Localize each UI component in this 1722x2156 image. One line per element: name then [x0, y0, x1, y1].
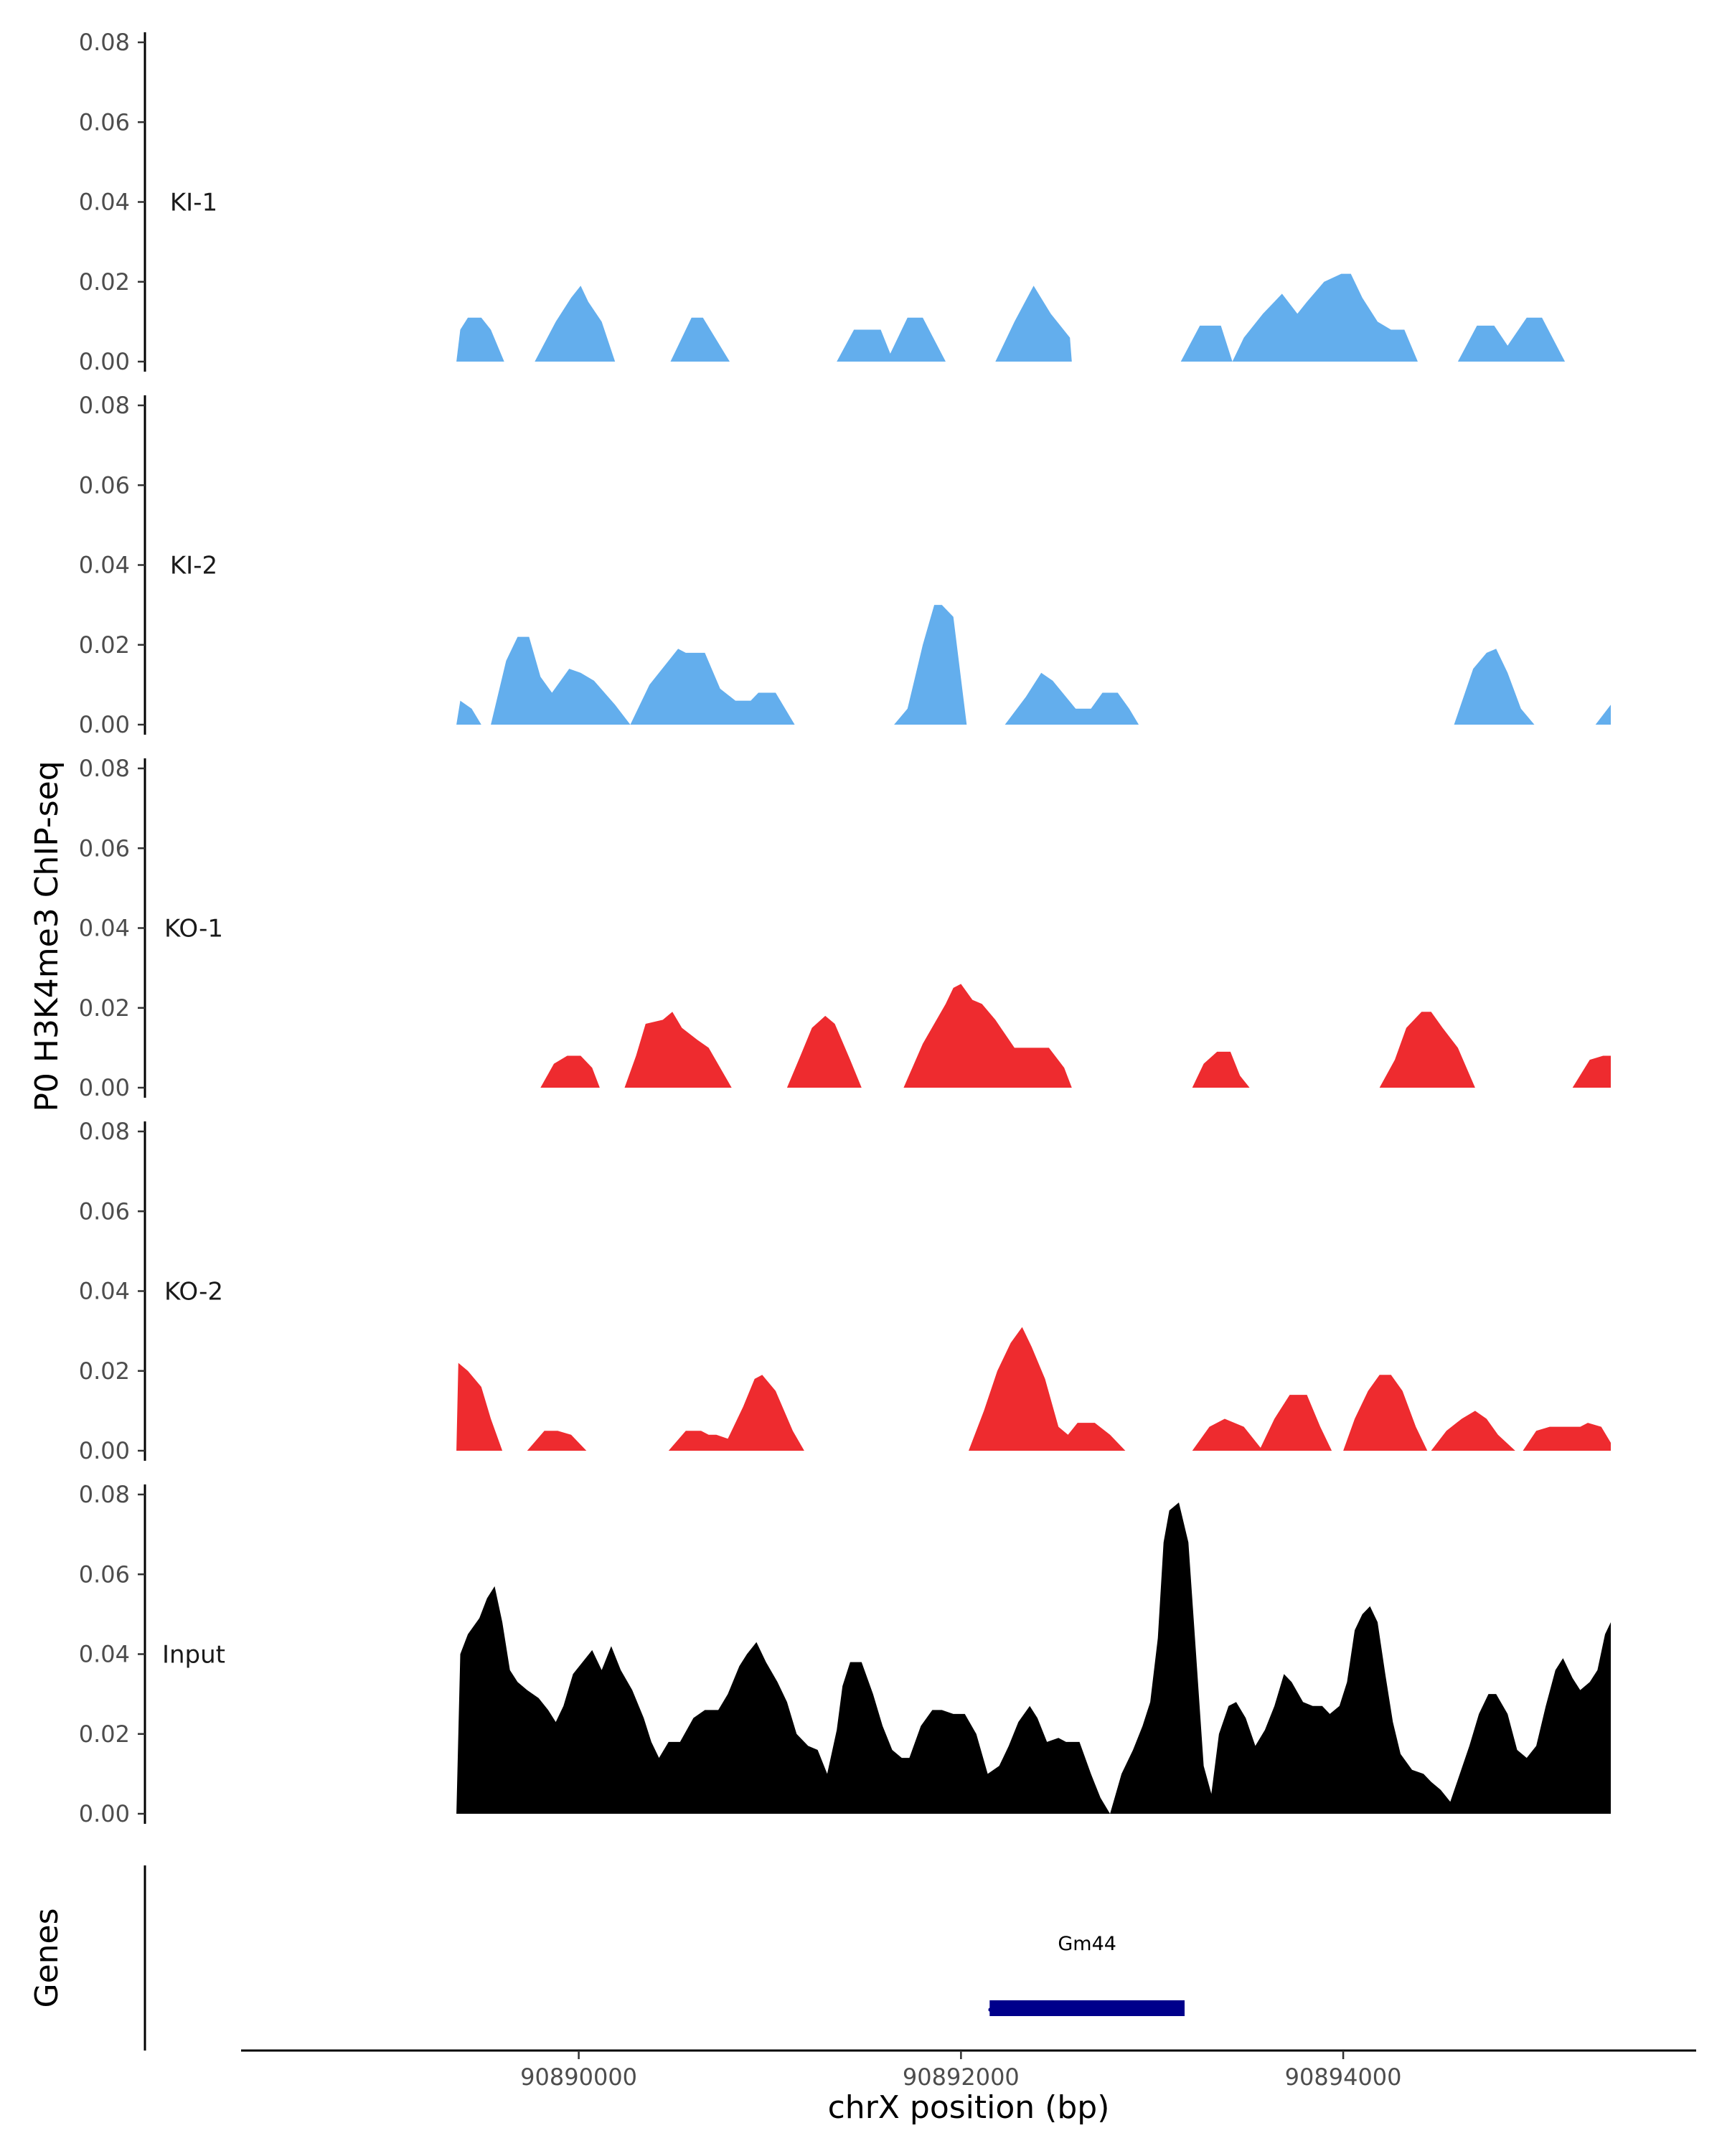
track-label: KO-1: [164, 915, 223, 943]
y-tick-label: 0.04: [79, 1278, 130, 1305]
signal-area: [527, 1431, 587, 1451]
signal-area: [1572, 1055, 1611, 1088]
x-tick-label: 90892000: [903, 2063, 1020, 2091]
signal-area: [540, 1055, 600, 1088]
signal-area: [491, 636, 631, 725]
y-tick-label: 0.06: [79, 1560, 130, 1588]
track-label: KO-2: [164, 1278, 223, 1307]
signal-area: [668, 1375, 804, 1451]
y-tick-label: 0.06: [79, 834, 130, 862]
signal-area: [1180, 273, 1418, 362]
y-tick-label: 0.04: [79, 552, 130, 579]
signal-area: [456, 700, 481, 725]
track-label: Input: [162, 1641, 225, 1670]
signal-area: [1192, 1418, 1264, 1451]
signal-area: [837, 317, 946, 362]
gene-strand-glyph: ‹: [987, 1997, 995, 2022]
signal-area: [1192, 1051, 1250, 1088]
signal-area: [630, 649, 795, 725]
y-tick-label: 0.08: [79, 1481, 130, 1508]
signal-area: [995, 286, 1072, 362]
y-tick-label: 0.00: [79, 1800, 130, 1827]
y-tick-label: 0.08: [79, 755, 130, 782]
signal-area: [1457, 317, 1566, 362]
signal-area: [1258, 1395, 1332, 1451]
signal-area: [456, 1362, 503, 1451]
signal-area: [456, 317, 504, 362]
y-tick-label: 0.04: [79, 1641, 130, 1668]
track-ki-2: 0.00 0.02 0.04 0.06 0.08 KI-2: [79, 392, 1611, 738]
signal-area: [786, 1015, 862, 1088]
gene-layer: ‹ Gm44: [987, 1933, 1185, 2022]
signal-area: [969, 1327, 1126, 1451]
y-axis-title: P0 H3K4me3 ChIP-seq: [29, 761, 65, 1111]
x-axis-title: chrX position (bp): [828, 2089, 1110, 2126]
genes-panel: Genes ‹ Gm44: [29, 1865, 1185, 2051]
signal-area: [1523, 1423, 1611, 1451]
y-tick-label: 0.08: [79, 392, 130, 419]
signal-area: [1595, 705, 1611, 725]
signal-area: [456, 1502, 1611, 1814]
track-ko-2: 0.00 0.02 0.04 0.06 0.08 KO-2: [79, 1118, 1611, 1464]
track-label: KI-2: [170, 552, 217, 580]
signal-area: [1454, 649, 1535, 725]
y-tick-label: 0.00: [79, 1074, 130, 1101]
signal-area: [1004, 672, 1143, 725]
signal-area: [535, 286, 616, 362]
signal-area: [624, 1012, 732, 1088]
gene-body: [989, 2000, 1185, 2016]
y-tick-label: 0.06: [79, 471, 130, 499]
x-tick-label: 90890000: [520, 2063, 637, 2091]
x-tick-label: 90894000: [1285, 2063, 1402, 2091]
x-axis: 90890000 90892000 90894000 chrX position (…: [241, 2049, 1696, 2126]
signal-area: [670, 317, 730, 362]
y-tick-label: 0.04: [79, 189, 130, 216]
y-tick-label: 0.02: [79, 631, 130, 659]
x-ticks-layer: 90890000 90892000 90894000: [520, 2051, 1402, 2091]
gene-name: Gm44: [1058, 1933, 1116, 1955]
track-label: KI-1: [170, 189, 217, 217]
y-tick-label: 0.02: [79, 1720, 130, 1748]
y-tick-label: 0.02: [79, 268, 130, 296]
signal-area: [894, 605, 967, 725]
y-tick-label: 0.00: [79, 1437, 130, 1464]
y-tick-label: 0.00: [79, 711, 130, 738]
y-tick-label: 0.04: [79, 915, 130, 942]
tracks-layer: 0.00 0.02 0.04 0.06 0.08 KI-1 0.00 0.02 0.04 0.06…: [79, 29, 1611, 1827]
signal-area: [1431, 1411, 1515, 1451]
track-input: 0.00 0.02 0.04 0.06 0.08 Input: [79, 1481, 1611, 1827]
y-tick-label: 0.02: [79, 994, 130, 1022]
y-tick-label: 0.02: [79, 1357, 130, 1385]
genes-axis-title: Genes: [29, 1908, 65, 2007]
y-tick-label: 0.00: [79, 348, 130, 375]
y-tick-label: 0.06: [79, 1197, 130, 1225]
y-tick-label: 0.08: [79, 29, 130, 56]
track-ko-1: 0.00 0.02 0.04 0.06 0.08 KO-1: [79, 755, 1611, 1101]
y-tick-label: 0.06: [79, 108, 130, 136]
signal-area: [1343, 1375, 1428, 1451]
signal-area: [1379, 1012, 1475, 1088]
signal-area: [903, 984, 1072, 1088]
y-tick-label: 0.08: [79, 1118, 130, 1145]
track-ki-1: 0.00 0.02 0.04 0.06 0.08 KI-1: [79, 29, 1566, 375]
